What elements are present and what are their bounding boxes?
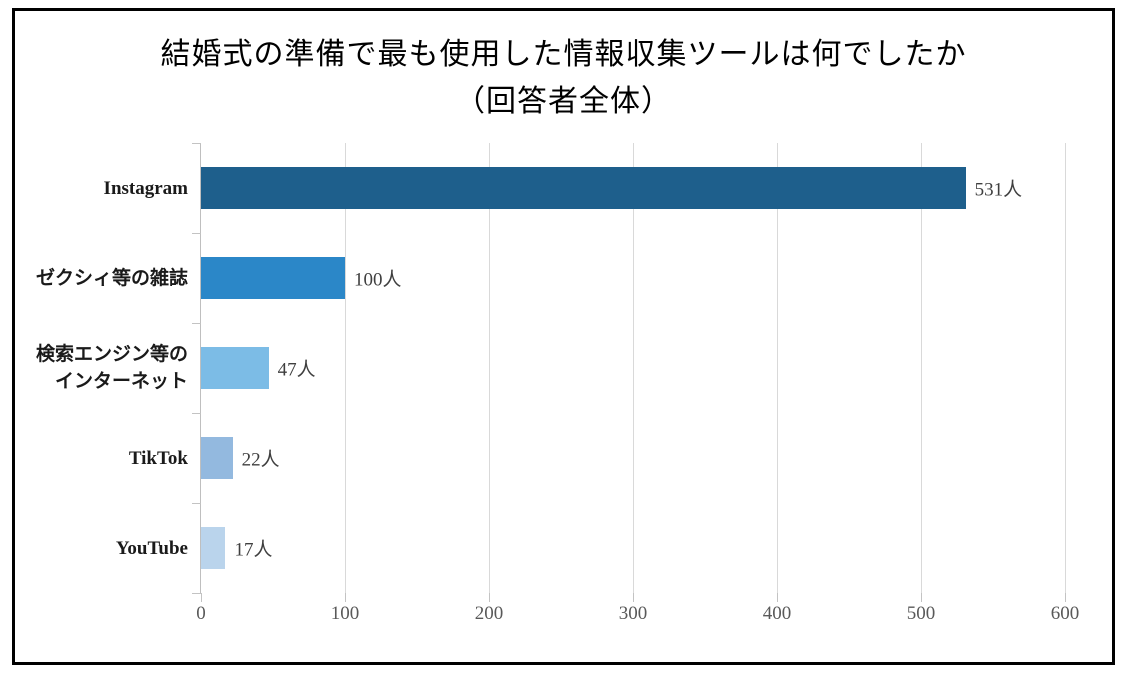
x-axis-tick-label: 600	[1050, 603, 1080, 624]
bar-zexy-magazines: 100人	[201, 257, 402, 299]
value-label-tiktok: 22人	[241, 449, 280, 471]
chart-title-line2: （回答者全体）	[455, 85, 672, 118]
value-label-instagram: 531人	[974, 179, 1023, 201]
gridline	[344, 143, 346, 593]
value-label-search-engines-internet: 47人	[277, 359, 316, 381]
y-axis-tick	[192, 413, 201, 414]
gridline	[776, 143, 778, 593]
x-axis-tick-label: 300	[618, 603, 648, 624]
gridline	[633, 143, 634, 593]
x-axis-tick-label: 400	[762, 603, 792, 624]
bar-row: TikTok 22人	[129, 413, 1065, 503]
category-label-line: Instagram	[103, 177, 188, 199]
value-label-youtube: 17人	[234, 539, 273, 561]
plot-area: Instagram 531人 ゼクシィ等の雑誌 100人 検索エンジン等の イン…	[36, 143, 1079, 624]
x-axis-tick	[201, 593, 202, 602]
category-label-line: インターネット	[54, 371, 188, 392]
x-axis-tick-label: 100	[330, 603, 360, 624]
y-axis-tick	[192, 593, 201, 594]
value-label-zexy-magazines: 100人	[353, 269, 402, 291]
category-label-line: ゼクシィ等の雑誌	[35, 267, 188, 289]
gridline	[1065, 143, 1066, 593]
bar-search-engines-internet: 47人	[201, 347, 316, 389]
x-axis-tick	[344, 593, 346, 602]
bar-youtube: 17人	[201, 527, 272, 569]
bar-row: 検索エンジン等の インターネット 47人	[36, 323, 1065, 413]
x-axis-tick-label: 200	[474, 603, 504, 624]
bar-row: ゼクシィ等の雑誌 100人	[36, 233, 1065, 323]
y-axis-tick	[192, 143, 201, 144]
x-axis-tick-label: 0	[196, 603, 206, 624]
chart-frame: 結婚式の準備で最も使用した情報収集ツールは何でしたか （回答者全体） Insta…	[12, 8, 1115, 665]
x-axis-tick-label: 500	[906, 603, 936, 624]
bar-row: Instagram 531人	[104, 143, 1065, 233]
y-axis-tick	[192, 503, 201, 504]
category-label-line: YouTube	[115, 537, 188, 559]
gridline	[488, 143, 490, 593]
gridline	[921, 143, 922, 593]
category-label-zexy-magazines: ゼクシィ等の雑誌	[18, 265, 188, 292]
x-axis-tick	[633, 593, 634, 602]
x-axis-tick	[1065, 593, 1066, 602]
y-axis-tick	[192, 233, 201, 234]
chart-title: 結婚式の準備で最も使用した情報収集ツールは何でしたか （回答者全体）	[15, 31, 1112, 125]
x-axis-tick	[776, 593, 778, 602]
category-label-instagram: Instagram	[18, 175, 188, 202]
category-label-line: TikTok	[128, 447, 188, 469]
bar-row: YouTube 17人	[116, 503, 1065, 593]
chart-title-line1: 結婚式の準備で最も使用した情報収集ツールは何でしたか	[160, 38, 967, 71]
category-label-line: 検索エンジン等の	[35, 344, 188, 365]
category-label-search-engines-internet: 検索エンジン等の インターネット	[18, 341, 188, 395]
x-axis-tick	[921, 593, 922, 602]
x-axis-tick	[488, 593, 490, 602]
category-label-youtube: YouTube	[18, 535, 188, 562]
bar-tiktok: 22人	[201, 437, 280, 479]
bar-instagram: 531人	[201, 167, 1022, 209]
category-label-tiktok: TikTok	[18, 445, 188, 472]
y-axis-tick	[192, 323, 201, 324]
